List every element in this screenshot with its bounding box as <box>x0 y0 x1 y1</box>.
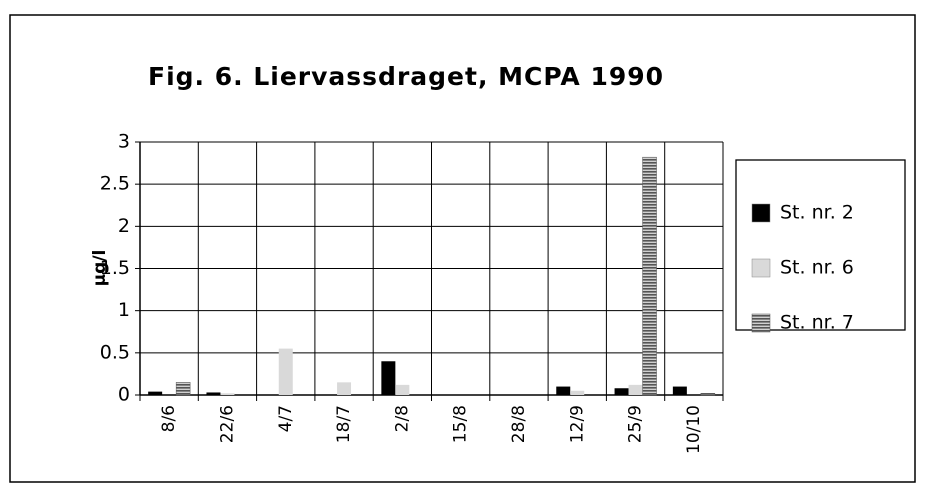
bar <box>395 384 410 395</box>
legend-swatch <box>751 313 771 333</box>
x-tick-label: 2/8 <box>392 405 412 432</box>
legend-label: St. nr. 7 <box>780 312 854 334</box>
chart-title: Fig. 6. Liervassdraget, MCPA 1990 <box>148 62 664 91</box>
y-tick-label: 2.5 <box>100 173 130 195</box>
y-tick-label: 1.5 <box>100 257 130 279</box>
bar <box>337 382 352 395</box>
bar <box>278 348 293 395</box>
bar <box>556 386 571 395</box>
bar <box>381 361 396 395</box>
y-tick-label: 1 <box>118 299 130 321</box>
bar <box>220 393 235 395</box>
y-tick-label: 0.5 <box>100 341 130 363</box>
bar <box>206 392 221 395</box>
bar <box>628 384 643 395</box>
y-axis-label: µg/l <box>90 250 110 287</box>
x-tick-label: 28/8 <box>509 405 529 443</box>
x-tick-label: 25/9 <box>626 405 646 443</box>
bar <box>700 393 716 396</box>
legend-label: St. nr. 2 <box>780 202 854 224</box>
x-tick-label: 4/7 <box>276 405 296 432</box>
bar <box>642 156 657 396</box>
y-tick-label: 3 <box>118 131 130 153</box>
bar <box>148 391 163 395</box>
legend-box <box>735 159 906 331</box>
x-tick-label: 8/6 <box>159 405 179 432</box>
bar <box>614 388 629 395</box>
bar <box>175 382 191 396</box>
x-tick-label: 10/10 <box>684 405 704 454</box>
y-tick-label: 0 <box>118 384 130 406</box>
legend-label: St. nr. 6 <box>780 257 854 279</box>
x-tick-label: 15/8 <box>451 405 471 443</box>
x-tick-label: 22/6 <box>217 405 237 443</box>
x-tick-label: 12/9 <box>567 405 587 443</box>
legend-swatch <box>751 258 771 278</box>
y-tick-label: 2 <box>118 215 130 237</box>
legend-swatch <box>751 203 771 223</box>
bar <box>570 390 585 395</box>
bar <box>672 386 687 395</box>
x-tick-label: 18/7 <box>334 405 354 443</box>
